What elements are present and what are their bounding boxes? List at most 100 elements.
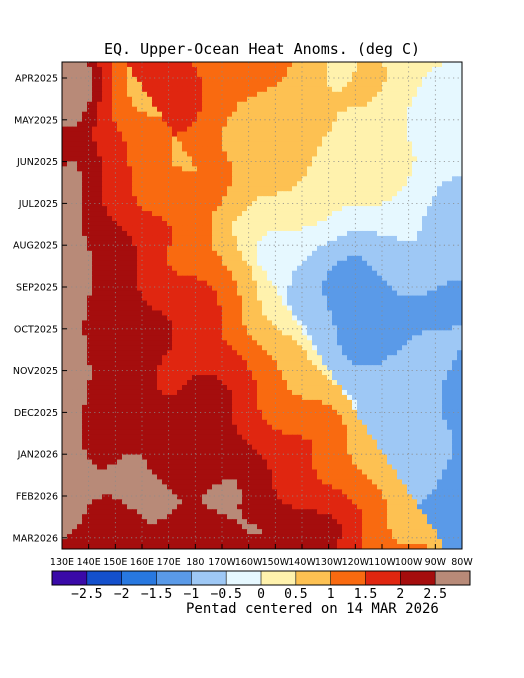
- anomaly-cell: [272, 81, 278, 88]
- anomaly-cell: [382, 76, 388, 83]
- anomaly-cell: [112, 270, 118, 277]
- anomaly-cell: [327, 191, 333, 197]
- anomaly-cell: [197, 81, 203, 88]
- anomaly-cell: [417, 136, 423, 143]
- anomaly-cell: [377, 350, 383, 356]
- anomaly-cell: [222, 66, 228, 73]
- anomaly-cell: [437, 225, 443, 232]
- anomaly-cell: [152, 151, 158, 158]
- anomaly-cell: [322, 335, 328, 341]
- anomaly-cell: [377, 240, 383, 247]
- anomaly-cell: [302, 221, 308, 227]
- anomaly-cell: [262, 91, 268, 98]
- anomaly-cell: [162, 96, 168, 103]
- anomaly-cell: [322, 350, 328, 356]
- anomaly-cell: [397, 270, 403, 277]
- anomaly-cell: [372, 335, 378, 341]
- anomaly-cell: [307, 315, 313, 322]
- anomaly-cell: [67, 345, 73, 351]
- anomaly-cell: [87, 101, 93, 108]
- anomaly-cell: [382, 310, 388, 317]
- anomaly-cell: [227, 111, 233, 118]
- anomaly-cell: [142, 151, 148, 158]
- anomaly-cell: [367, 201, 373, 207]
- anomaly-cell: [62, 161, 68, 167]
- anomaly-cell: [77, 270, 83, 277]
- anomaly-cell: [207, 240, 213, 247]
- anomaly-cell: [132, 131, 138, 138]
- anomaly-cell: [412, 335, 418, 341]
- anomaly-cell: [387, 255, 393, 262]
- anomaly-cell: [372, 96, 378, 103]
- anomaly-cell: [287, 275, 293, 282]
- anomaly-cell: [262, 201, 268, 207]
- anomaly-cell: [217, 111, 223, 118]
- anomaly-cell: [152, 176, 158, 182]
- anomaly-cell: [92, 66, 98, 73]
- anomaly-cell: [357, 116, 363, 123]
- anomaly-cell: [132, 265, 138, 272]
- anomaly-cell: [132, 330, 138, 336]
- anomaly-cell: [232, 86, 238, 93]
- anomaly-cell: [102, 235, 108, 242]
- anomaly-cell: [82, 101, 88, 108]
- anomaly-cell: [92, 81, 98, 88]
- anomaly-cell: [422, 320, 428, 326]
- anomaly-cell: [382, 171, 388, 177]
- anomaly-cell: [342, 275, 348, 282]
- anomaly-cell: [137, 360, 143, 366]
- anomaly-cell: [127, 275, 133, 282]
- anomaly-cell: [127, 131, 133, 138]
- anomaly-cell: [337, 191, 343, 197]
- anomaly-cell: [82, 211, 88, 217]
- anomaly-cell: [327, 265, 333, 272]
- anomaly-cell: [142, 191, 148, 197]
- anomaly-cell: [317, 62, 323, 68]
- anomaly-cell: [212, 71, 218, 78]
- anomaly-cell: [342, 221, 348, 227]
- anomaly-cell: [272, 260, 278, 267]
- anomaly-cell: [192, 186, 198, 192]
- anomaly-cell: [362, 176, 368, 182]
- anomaly-cell: [342, 186, 348, 192]
- anomaly-cell: [287, 240, 293, 247]
- anomaly-cell: [427, 310, 433, 317]
- anomaly-cell: [242, 255, 248, 262]
- anomaly-cell: [227, 360, 233, 366]
- anomaly-cell: [277, 131, 283, 138]
- anomaly-cell: [262, 62, 268, 68]
- anomaly-cell: [317, 121, 323, 128]
- anomaly-cell: [307, 350, 313, 356]
- anomaly-cell: [72, 295, 78, 302]
- anomaly-cell: [452, 181, 458, 187]
- anomaly-cell: [447, 161, 453, 167]
- anomaly-cell: [72, 285, 78, 292]
- anomaly-cell: [352, 365, 358, 371]
- anomaly-cell: [242, 315, 248, 322]
- anomaly-cell: [252, 345, 258, 351]
- anomaly-cell: [432, 101, 438, 108]
- anomaly-cell: [237, 275, 243, 282]
- anomaly-cell: [62, 310, 68, 317]
- anomaly-cell: [412, 156, 418, 162]
- anomaly-cell: [127, 330, 133, 336]
- anomaly-cell: [452, 131, 458, 138]
- anomaly-cell: [352, 265, 358, 272]
- anomaly-cell: [352, 81, 358, 88]
- anomaly-cell: [307, 166, 313, 172]
- anomaly-cell: [392, 240, 398, 247]
- anomaly-cell: [207, 365, 213, 371]
- anomaly-cell: [452, 330, 458, 336]
- anomaly-cell: [432, 305, 438, 312]
- anomaly-cell: [367, 71, 373, 78]
- anomaly-cell: [242, 146, 248, 153]
- anomaly-cell: [142, 161, 148, 167]
- anomaly-cell: [372, 290, 378, 297]
- anomaly-cell: [337, 81, 343, 88]
- anomaly-cell: [307, 310, 313, 317]
- anomaly-cell: [287, 265, 293, 272]
- anomaly-cell: [262, 350, 268, 356]
- anomaly-cell: [342, 330, 348, 336]
- anomaly-cell: [122, 245, 128, 252]
- anomaly-cell: [132, 62, 138, 68]
